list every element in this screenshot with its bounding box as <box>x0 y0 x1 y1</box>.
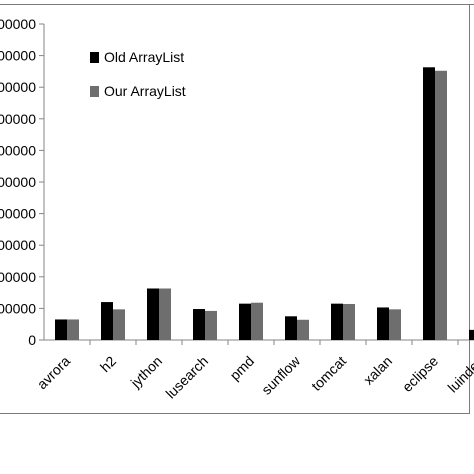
x-category-label: h2 <box>97 353 119 375</box>
bar-old-arraylist-pmd <box>239 303 251 340</box>
bar-old-arraylist-tomcat <box>331 303 343 340</box>
bar-our-arraylist-pmd <box>251 302 263 340</box>
legend-label: Our ArrayList <box>104 83 186 99</box>
y-tick-label: 00000 <box>0 174 36 190</box>
bar-old-arraylist-sunflow <box>285 316 297 340</box>
x-category-label: eclipse <box>399 353 441 395</box>
bar-our-arraylist-sunflow <box>297 319 309 340</box>
x-category-label: tomcat <box>308 353 349 394</box>
y-tick-label: 00000 <box>0 16 36 32</box>
bar-our-arraylist-jython <box>159 288 171 340</box>
bar-our-arraylist-eclipse <box>435 70 447 340</box>
bar-old-arraylist-luindex <box>469 329 474 340</box>
y-tick-label: 00000 <box>0 142 36 158</box>
bar-our-arraylist-lusearch <box>205 310 217 340</box>
legend-swatch <box>90 86 99 97</box>
x-category-label: lusearch <box>162 353 211 402</box>
bar-old-arraylist-h2 <box>101 302 113 340</box>
x-category-label: xalan <box>360 353 395 388</box>
bar-old-arraylist-lusearch <box>193 309 205 340</box>
chart-bars <box>55 67 474 341</box>
y-tick-label: 0 <box>28 332 36 348</box>
bar-old-arraylist-jython <box>147 288 159 340</box>
frame-right-border <box>469 4 470 414</box>
bar-our-arraylist-h2 <box>113 309 125 340</box>
x-category-label: luindex <box>444 353 474 396</box>
bar-old-arraylist-xalan <box>377 307 389 340</box>
x-category-label: sunflow <box>258 352 304 398</box>
y-tick-label: 00000 <box>0 206 36 222</box>
chart-axes: 0000000000000000000000000000000000000000… <box>0 16 474 348</box>
bar-old-arraylist-avrora <box>55 319 67 340</box>
y-tick-label: 00000 <box>0 300 36 316</box>
frame-top-border <box>0 4 474 5</box>
y-tick-label: 00000 <box>0 237 36 253</box>
frame-bottom-border <box>0 413 470 414</box>
legend-swatch <box>90 52 99 63</box>
x-category-label: avrora <box>34 353 74 393</box>
bar-our-arraylist-tomcat <box>343 303 355 340</box>
x-category-label: pmd <box>227 353 258 384</box>
bar-our-arraylist-avrora <box>67 319 79 340</box>
chart-legend: Old ArrayList Our ArrayList <box>90 49 186 99</box>
bar-old-arraylist-eclipse <box>423 67 435 341</box>
y-tick-label: 00000 <box>0 269 36 285</box>
y-tick-label: 00000 <box>0 111 36 127</box>
legend-label: Old ArrayList <box>104 49 184 65</box>
y-tick-label: 00000 <box>0 79 36 95</box>
x-category-label: jython <box>127 353 165 391</box>
bar-our-arraylist-xalan <box>389 309 401 340</box>
y-tick-label: 00000 <box>0 48 36 64</box>
